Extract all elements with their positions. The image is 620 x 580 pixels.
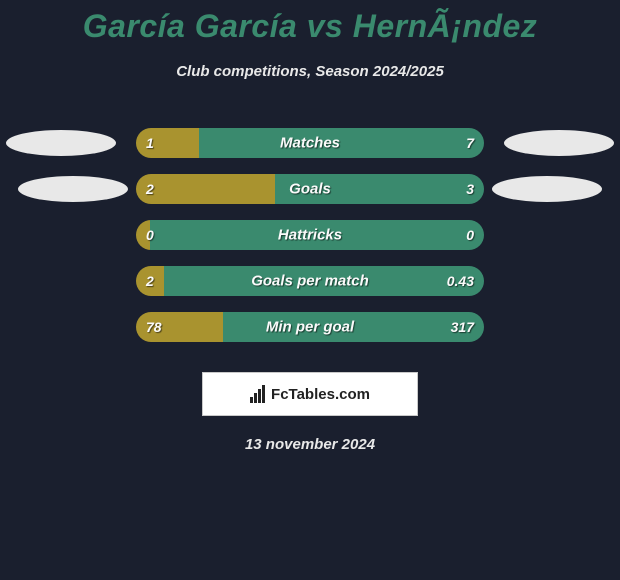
bar-left-segment bbox=[136, 128, 199, 158]
bar-right-segment bbox=[150, 220, 484, 250]
page-title: García García vs HernÃ¡ndez bbox=[0, 8, 620, 45]
player-left-oval bbox=[18, 176, 128, 202]
bar-left-segment bbox=[136, 220, 150, 250]
bar-right-segment bbox=[164, 266, 484, 296]
date-text: 13 november 2024 bbox=[0, 436, 620, 453]
comparison-row: Min per goal78317 bbox=[0, 304, 620, 350]
stat-bar: Min per goal78317 bbox=[136, 312, 484, 342]
stat-bar: Hattricks00 bbox=[136, 220, 484, 250]
brand-bars-icon bbox=[250, 385, 265, 403]
player-right-oval bbox=[504, 130, 614, 156]
bar-left-segment bbox=[136, 312, 223, 342]
bar-left-segment bbox=[136, 174, 275, 204]
comparison-row: Goals per match20.43 bbox=[0, 258, 620, 304]
bar-right-segment bbox=[275, 174, 484, 204]
subtitle: Club competitions, Season 2024/2025 bbox=[0, 63, 620, 80]
brand-text: FcTables.com bbox=[271, 386, 370, 403]
comparison-row: Matches17 bbox=[0, 120, 620, 166]
player-left-oval bbox=[6, 130, 116, 156]
comparison-row: Hattricks00 bbox=[0, 212, 620, 258]
comparison-rows: Matches17 Goals23 Hattricks00 Goals per mat… bbox=[0, 120, 620, 350]
stat-bar: Goals23 bbox=[136, 174, 484, 204]
brand-box: FcTables.com bbox=[202, 372, 418, 416]
bar-left-segment bbox=[136, 266, 164, 296]
stat-bar: Goals per match20.43 bbox=[136, 266, 484, 296]
stat-bar: Matches17 bbox=[136, 128, 484, 158]
bar-right-segment bbox=[223, 312, 484, 342]
comparison-row: Goals23 bbox=[0, 166, 620, 212]
bar-right-segment bbox=[199, 128, 484, 158]
player-right-oval bbox=[492, 176, 602, 202]
